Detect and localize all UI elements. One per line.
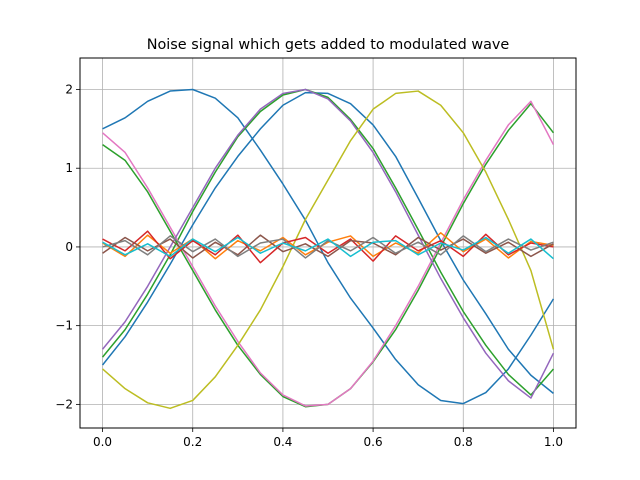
x-tick-label: 0.2 — [183, 435, 202, 449]
y-tick-label: 1 — [65, 161, 73, 175]
y-tick-label: 2 — [65, 82, 73, 96]
x-tick-label: 0.8 — [454, 435, 473, 449]
series-line-7 — [102, 232, 554, 260]
series-line-0 — [102, 88, 555, 405]
series-line-11 — [102, 236, 554, 260]
series-line-9 — [102, 234, 554, 259]
x-tick-label: 0.0 — [93, 435, 112, 449]
x-tick-label: 0.4 — [273, 435, 292, 449]
data-series — [101, 88, 555, 410]
series-line-6 — [102, 90, 555, 410]
y-tick-label: −2 — [55, 397, 73, 411]
axis-ticks: 0.0 0.2 0.4 0.6 0.8 1.0 −2 −1 0 1 2 — [55, 82, 563, 449]
plot-frame — [79, 57, 577, 429]
chart-title: Noise signal which gets added to modulat… — [147, 37, 510, 53]
x-tick-label: 0.6 — [364, 435, 383, 449]
y-tick-label: −1 — [55, 319, 73, 333]
x-tick-label: 1.0 — [544, 435, 563, 449]
series-line-10 — [102, 235, 554, 259]
series-line-5 — [101, 88, 555, 399]
y-tick-label: 0 — [65, 240, 73, 254]
